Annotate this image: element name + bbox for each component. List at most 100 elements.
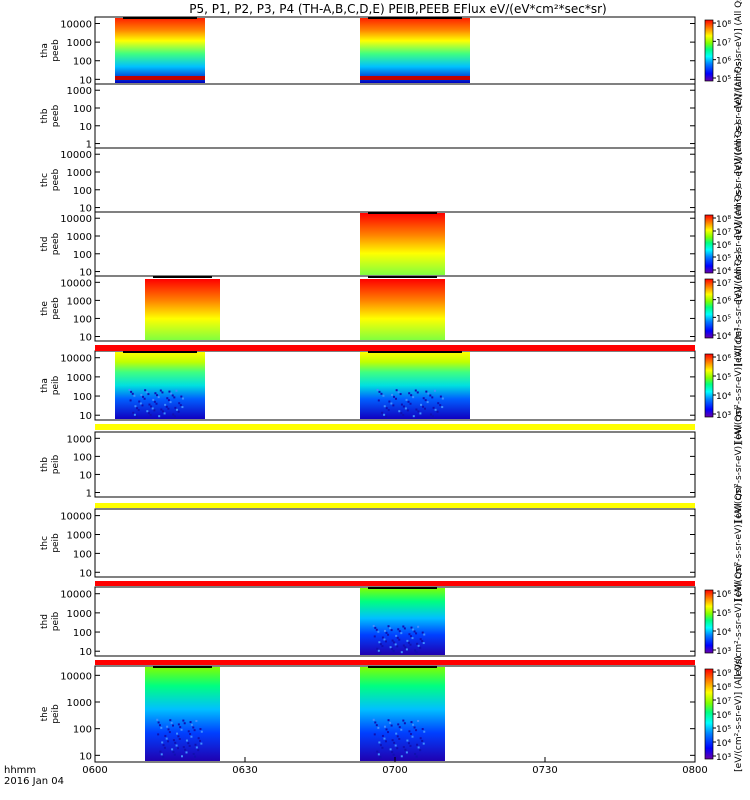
panel-probe-label: thc [40, 536, 50, 550]
date-label: 2016 Jan 04 [4, 776, 64, 787]
data-block [145, 279, 220, 340]
panel-frame [94, 275, 696, 342]
panel-frame [94, 83, 696, 149]
x-tick-label: 0700 [382, 765, 407, 776]
colorbar-tick-label: 10⁵ [716, 254, 731, 264]
colorbar-tick-label: 10⁴ [716, 392, 731, 402]
x-axis: 0600 0630 0700 0730 0800 [82, 757, 708, 776]
panel-thd-peeb: 10 100 1000 10000 thd peeb 10⁴ 10⁵ 10⁶ 10⁷ 10⁸ [eV/… [40, 186, 744, 302]
colorbar-tick-label: 10⁸ [716, 683, 731, 693]
separator-band [95, 503, 695, 508]
y-tick-label: 100 [73, 452, 92, 463]
y-tick-label: 1000 [67, 86, 92, 97]
colorbar-label: [eV/(cm²-s-sr-eV)] (All Qs) [734, 0, 744, 108]
colorbar-label: [eV/(cm²-s-sr-eV)] (All Qs) [734, 122, 744, 238]
y-tick-label: 100 [73, 392, 92, 403]
y-tick-label: 10000 [60, 354, 92, 365]
colorbar-tick-label: 10³ [716, 647, 731, 657]
y-tick-label: 10 [79, 647, 92, 658]
y-tick-label: 100 [73, 186, 92, 197]
data-block [360, 18, 470, 83]
data-block [360, 352, 470, 419]
panel-probe-label: thc [40, 173, 50, 187]
colorbar-tick-label: 10⁷ [716, 228, 731, 238]
y-tick-label: 100 [73, 549, 92, 560]
colorbar-tick-label: 10⁶ [716, 354, 731, 364]
colorbar-tick-label: 10⁵ [716, 75, 731, 85]
colorbar [704, 214, 714, 274]
data-block [145, 667, 220, 761]
panel-frame [94, 586, 696, 657]
y-tick-label: 1 [86, 140, 92, 151]
panel-probe-label: thd [40, 614, 50, 629]
panel-thc-peib: 10 100 1000 10000 thc peib [eV/(cm²-s-sr-eV)] … [40, 485, 744, 601]
panel-probe-label: thb [40, 108, 50, 123]
panel-product-label: peib [51, 533, 61, 553]
colorbar-label: [eV/(cm²-s-sr-eV)] (All Qs) [734, 407, 744, 523]
panel-product-label: peeb [51, 297, 61, 320]
colorbar-label: [eV/(cm²-s-sr-eV)] (All Qs) [734, 564, 744, 680]
panel-product-label: peib [51, 611, 61, 631]
y-tick-label: 10000 [60, 20, 92, 31]
panel-the-peeb: 10 100 1000 10000 the peeb 10⁴ 10⁵ 10⁶ 10⁷ [eV/(cm… [40, 251, 744, 367]
panel-product-label: peib [51, 375, 61, 395]
panel-product-label: peeb [51, 232, 61, 255]
panel-product-label: peeb [51, 104, 61, 127]
x-tick-label: 0800 [682, 765, 707, 776]
colorbar-tick-label: 10⁵ [716, 609, 731, 619]
colorbar-tick-label: 10⁴ [716, 739, 731, 749]
separator-bands [95, 345, 695, 665]
panel-probe-label: tha [40, 378, 50, 393]
colorbar-tick-label: 10⁹ [716, 669, 731, 679]
panel-probe-label: tha [40, 43, 50, 58]
y-tick-label: 1000 [67, 168, 92, 179]
y-tick-label: 10000 [60, 150, 92, 161]
panel-product-label: peeb [51, 39, 61, 62]
colorbar-label: [eV/(cm²-s-sr-eV)] (All Qs) [734, 251, 744, 367]
colorbar-label: [eV/(cm²-s-sr-eV)] (All Qs) [734, 58, 744, 174]
colorbar-tick-label: 10⁶ [716, 297, 731, 307]
y-tick-label: 10000 [60, 590, 92, 601]
chart-title: P5, P1, P2, P3, P4 (TH-A,B,C,D,E) PEIB,P… [189, 2, 606, 16]
y-tick-label: 10 [79, 75, 92, 86]
panel-the-peib: 10 100 1000 10000 the peib 10³ 10⁴ 10⁵ 10⁶ 10⁷ 10⁸ 1… [40, 656, 744, 772]
colorbar-tick-label: 10⁵ [716, 725, 731, 735]
y-tick-label: 1000 [67, 373, 92, 384]
panel-product-label: peib [51, 454, 61, 474]
panel-probe-label: the [40, 706, 50, 721]
colorbar [704, 668, 714, 760]
colorbar [704, 589, 714, 654]
colorbar-tick-label: 10⁴ [716, 332, 731, 342]
x-axis-label: hhmm [4, 765, 36, 776]
y-tick-label: 10 [79, 751, 92, 762]
colorbar-tick-label: 10⁷ [716, 38, 731, 48]
x-tick-label: 0630 [232, 765, 257, 776]
colorbar-tick-label: 10⁷ [716, 697, 731, 707]
colorbar-tick-label: 10⁴ [716, 628, 731, 638]
colorbar [704, 19, 714, 82]
y-tick-label: 100 [73, 725, 92, 736]
panel-probe-label: the [40, 301, 50, 316]
panel-probe-label: thb [40, 457, 50, 472]
colorbar-tick-label: 10⁷ [716, 279, 731, 289]
y-tick-label: 10 [79, 332, 92, 343]
colorbar-tick-label: 10⁶ [716, 241, 731, 251]
y-tick-label: 100 [73, 250, 92, 261]
separator-band [95, 660, 695, 665]
y-tick-label: 10 [79, 568, 92, 579]
y-tick-label: 10 [79, 122, 92, 133]
data-block [360, 588, 445, 655]
y-tick-label: 10 [79, 268, 92, 279]
colorbar-tick-label: 10⁵ [716, 373, 731, 383]
panel-thb-peib: 1 10 100 1000 thb peib [eV/(cm²-s-sr-eV)] (All… [40, 407, 744, 523]
colorbar-tick-label: 10⁶ [716, 57, 731, 67]
y-tick-label: 1000 [67, 609, 92, 620]
colorbar-label: [eV/(cm²-s-sr-eV)] (All Qs) [734, 656, 744, 772]
y-tick-label: 10000 [60, 671, 92, 682]
y-tick-label: 10000 [60, 278, 92, 289]
y-tick-label: 100 [73, 314, 92, 325]
y-tick-label: 10 [79, 470, 92, 481]
y-tick-label: 100 [73, 57, 92, 68]
colorbar-tick-label: 10³ [716, 753, 731, 763]
y-tick-label: 100 [73, 628, 92, 639]
